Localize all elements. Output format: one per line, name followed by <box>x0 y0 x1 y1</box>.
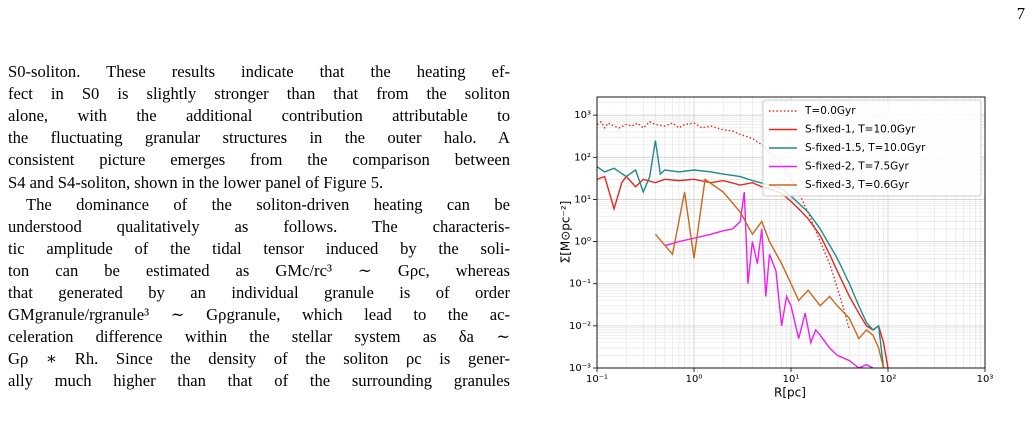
y-tick-label: 10³ <box>574 110 591 121</box>
legend-label: S-fixed-2, T=7.5Gyr <box>805 161 909 173</box>
text-line: that generated by an individual granule … <box>8 283 510 302</box>
x-tick-label: 10⁰ <box>686 374 703 385</box>
text-line: GMgranule/rgranule³ ∼ Gρgranule, which l… <box>8 305 510 325</box>
text-line: fect in S0 is slightly stronger than tha… <box>8 84 510 104</box>
legend-label: S-fixed-3, T=0.6Gyr <box>805 179 909 191</box>
series-line <box>654 178 885 368</box>
series-line <box>597 120 851 331</box>
y-tick-label: 10⁻¹ <box>569 279 591 290</box>
text-line: consistent picture emerges from the comp… <box>8 150 510 170</box>
y-axis-label: Σ[M⊙pc⁻²] <box>559 201 573 264</box>
x-axis-label: R[pc] <box>774 386 806 400</box>
text-line: tic amplitude of the tidal tensor induce… <box>8 238 510 258</box>
text-line: celeration difference within the stellar… <box>8 327 510 347</box>
legend-label: T=0.0Gyr <box>804 105 856 117</box>
y-tick-label: 10⁰ <box>574 237 591 248</box>
text-line: the fluctuating granular structures in t… <box>8 128 510 148</box>
text-line: alone, with the additional contribution … <box>8 106 510 126</box>
x-tick-label: 10⁻¹ <box>586 374 608 385</box>
text-line: Gρ ∗ Rh. Since the density of the solito… <box>8 349 510 369</box>
y-tick-label: 10⁻² <box>569 321 591 332</box>
x-tick-label: 10³ <box>977 374 994 385</box>
legend-label: S-fixed-1.5, T=10.0Gyr <box>805 142 926 154</box>
y-tick-label: 10⁻³ <box>569 363 591 374</box>
x-tick-label: 10² <box>880 374 897 385</box>
y-tick-label: 10¹ <box>574 194 591 205</box>
legend-box <box>762 99 982 197</box>
text-line: ton can be estimated as GMc/rc³ ∼ Gρc, w… <box>8 260 510 280</box>
y-tick-label: 10² <box>574 152 591 163</box>
text-line: S4 and S4-soliton, shown in the lower pa… <box>8 172 384 192</box>
text-line: The dominance of the soliton-driven heat… <box>26 194 510 214</box>
text-line: ally much higher than that of the surrou… <box>8 371 510 391</box>
plot-lines <box>597 120 889 368</box>
plot-frame <box>596 96 986 369</box>
page-number: 7 <box>1016 4 1025 23</box>
text-line: S0-soliton. These results indicate that … <box>8 62 510 81</box>
series-line <box>597 140 885 368</box>
series-line <box>664 191 874 368</box>
x-tick-label: 10¹ <box>783 374 800 385</box>
legend-label: S-fixed-1, T=10.0Gyr <box>805 124 916 136</box>
text-line: understood qualitatively as follows. The… <box>8 216 510 236</box>
series-line <box>597 175 889 368</box>
